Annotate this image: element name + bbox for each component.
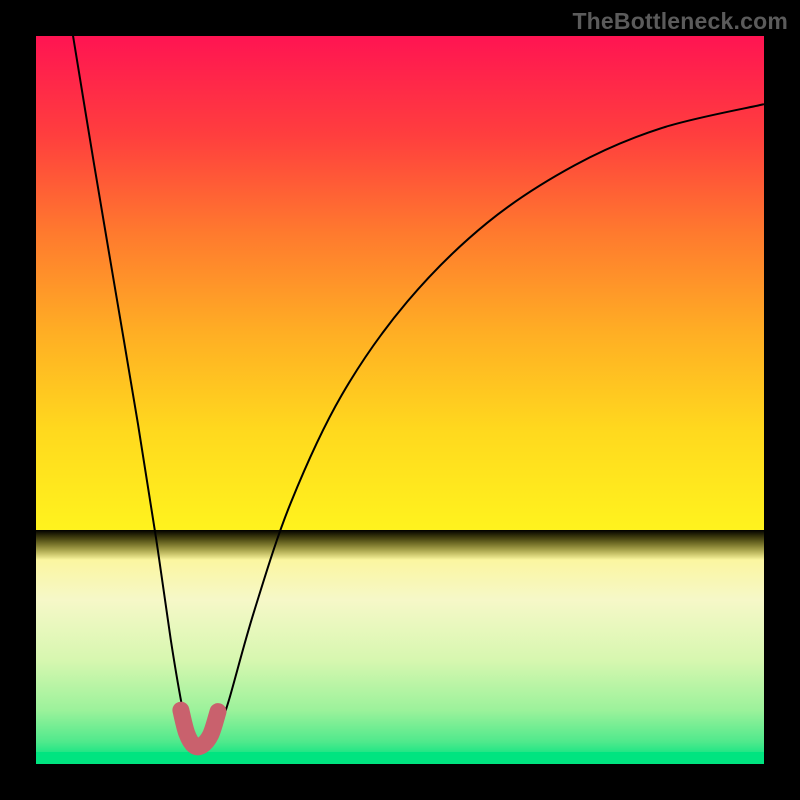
- watermark-text: TheBottleneck.com: [572, 8, 788, 35]
- frame-mask-bottom: [0, 764, 800, 800]
- figure-root: TheBottleneck.com: [0, 0, 800, 800]
- chart-canvas: [0, 0, 800, 800]
- frame-mask-right: [764, 0, 800, 800]
- gradient-top: [36, 36, 764, 530]
- green-floor: [36, 752, 764, 764]
- gradient-bottom: [36, 530, 764, 764]
- frame-mask-left: [0, 0, 36, 800]
